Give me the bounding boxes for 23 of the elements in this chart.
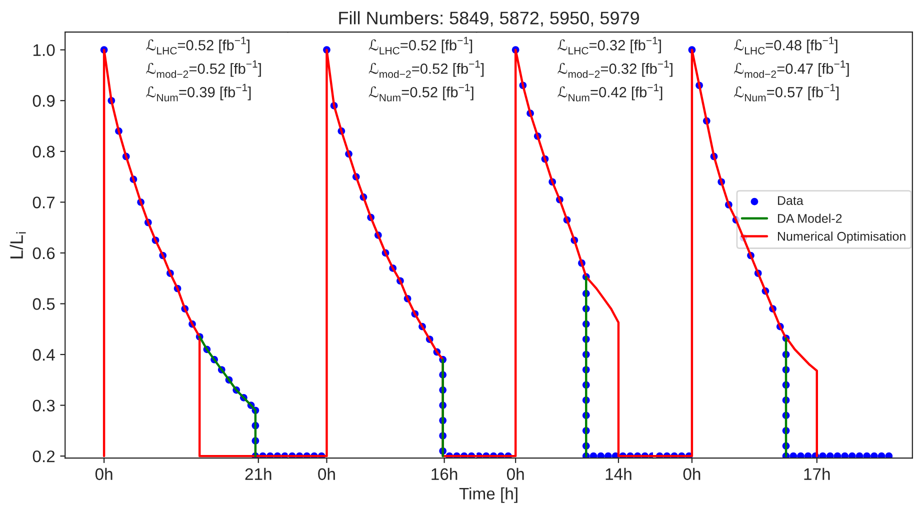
y-tick-label: 0.4 bbox=[32, 348, 55, 361]
x-tick-label: 0h bbox=[683, 468, 700, 480]
y-tick-label: 0.2 bbox=[32, 450, 55, 462]
y-tick-label: 0.5 bbox=[32, 298, 55, 310]
y-tick-label: 0.3 bbox=[32, 400, 55, 412]
legend-label: DA Model-2 bbox=[778, 214, 842, 223]
y-tick-label: 0.7 bbox=[32, 196, 55, 208]
x-tick-label: 21h bbox=[245, 468, 272, 480]
x-tick-label: 0h bbox=[318, 468, 335, 480]
y-axis-title: L/L$_{i}$ bbox=[10, 232, 26, 258]
y-tick-label: 1.0 bbox=[33, 44, 55, 56]
y-tick-label: 0.8 bbox=[32, 146, 55, 158]
legend-label: Numerical Optimisation bbox=[778, 232, 906, 244]
x-tick-label: 0h bbox=[95, 468, 112, 480]
y-tick-label: 0.9 bbox=[32, 95, 55, 107]
x-tick-label: 17h bbox=[804, 468, 830, 480]
x-tick-label: 16h bbox=[432, 468, 458, 480]
chart-title: Fill Numbers: 5849, 5872, 5950, 5979 bbox=[339, 11, 639, 27]
x-tick-label: 14h bbox=[606, 468, 632, 480]
legend-label: Data bbox=[778, 196, 804, 205]
y-tick-label: 0.6 bbox=[32, 247, 55, 260]
x-tick-label: 0h bbox=[506, 468, 524, 480]
x-axis-title: Time [h] bbox=[459, 487, 518, 503]
